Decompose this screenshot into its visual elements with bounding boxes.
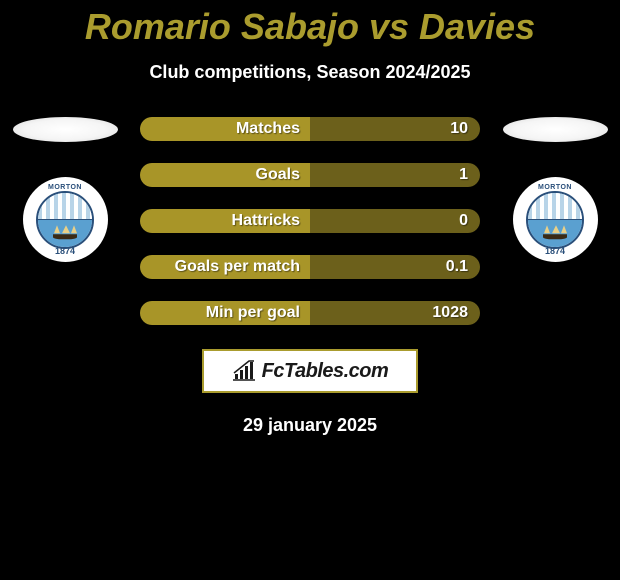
stat-row: Goals 1 <box>140 163 480 187</box>
club-year: 1874 <box>55 246 75 256</box>
club-badge-left: MORTON 1874 <box>23 177 108 262</box>
stat-row: Goals per match 0.1 <box>140 255 480 279</box>
stat-label: Matches <box>236 120 300 138</box>
ship-icon <box>541 226 569 240</box>
club-year: 1874 <box>545 246 565 256</box>
footer-date: 29 january 2025 <box>243 415 377 436</box>
stat-value-right: 10 <box>450 120 468 138</box>
branding-text: FcTables.com <box>262 360 389 383</box>
stat-row: Hattricks 0 <box>140 209 480 233</box>
stat-bar-left: Goals <box>140 163 310 187</box>
player-right-placeholder <box>503 117 608 142</box>
player-left-column: MORTON 1874 <box>10 117 120 262</box>
branding-inner: FcTables.com <box>232 360 389 383</box>
stat-bar-left: Matches <box>140 117 310 141</box>
stat-bar-right: 1 <box>310 163 480 187</box>
stat-value-right: 1028 <box>432 304 468 322</box>
club-badge-ball-icon <box>528 193 582 221</box>
stat-value-right: 0.1 <box>446 258 468 276</box>
club-badge-sea <box>528 220 582 247</box>
comparison-row: MORTON 1874 Matches 10 Goals 1 Hattricks 0 Goa… <box>0 117 620 325</box>
chart-icon <box>232 360 256 382</box>
ship-icon <box>51 226 79 240</box>
stat-label: Goals per match <box>175 258 300 276</box>
stat-bar-right: 1028 <box>310 301 480 325</box>
stat-value-right: 1 <box>459 166 468 184</box>
club-badge-ball-icon <box>38 193 92 221</box>
page-title: Romario Sabajo vs Davies <box>85 6 535 48</box>
stat-label: Goals <box>256 166 300 184</box>
stat-label: Hattricks <box>232 212 300 230</box>
stat-bar-right: 0 <box>310 209 480 233</box>
player-left-placeholder <box>13 117 118 142</box>
stat-row: Matches 10 <box>140 117 480 141</box>
player-right-column: MORTON 1874 <box>500 117 610 262</box>
stat-bar-right: 10 <box>310 117 480 141</box>
infographic-root: Romario Sabajo vs Davies Club competitio… <box>0 0 620 436</box>
stat-bar-left: Hattricks <box>140 209 310 233</box>
club-badge-right: MORTON 1874 <box>513 177 598 262</box>
club-badge-inner <box>526 191 584 249</box>
subtitle: Club competitions, Season 2024/2025 <box>149 62 470 83</box>
stat-label: Min per goal <box>206 304 300 322</box>
stat-bar-left: Min per goal <box>140 301 310 325</box>
stat-row: Min per goal 1028 <box>140 301 480 325</box>
branding-box: FcTables.com <box>202 349 418 393</box>
club-badge-sea <box>38 220 92 247</box>
stat-bar-right: 0.1 <box>310 255 480 279</box>
club-name-top: MORTON <box>538 184 572 191</box>
club-badge-inner <box>36 191 94 249</box>
comparison-bars: Matches 10 Goals 1 Hattricks 0 Goals per match… <box>140 117 480 325</box>
club-name-top: MORTON <box>48 184 82 191</box>
stat-value-right: 0 <box>459 212 468 230</box>
stat-bar-left: Goals per match <box>140 255 310 279</box>
